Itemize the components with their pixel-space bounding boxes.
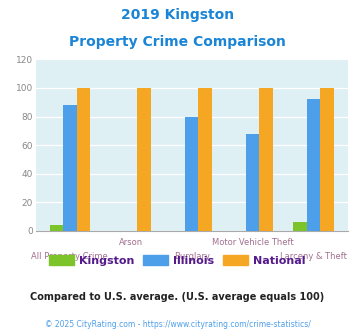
Bar [198,88,212,231]
Bar [185,116,198,231]
Bar [260,88,273,231]
Bar [246,134,260,231]
Bar [137,88,151,231]
Bar [320,88,334,231]
Text: Larceny & Theft: Larceny & Theft [280,251,347,261]
Bar [63,105,77,231]
Text: 2019 Kingston: 2019 Kingston [121,8,234,22]
Text: Motor Vehicle Theft: Motor Vehicle Theft [212,238,294,247]
Bar [50,225,63,231]
Legend: Kingston, Illinois, National: Kingston, Illinois, National [45,250,310,270]
Text: Compared to U.S. average. (U.S. average equals 100): Compared to U.S. average. (U.S. average … [31,292,324,302]
Text: Burglary: Burglary [174,251,210,261]
Text: Arson: Arson [119,238,143,247]
Bar [307,99,320,231]
Text: All Property Crime: All Property Crime [32,251,108,261]
Bar [77,88,90,231]
Bar [294,222,307,231]
Text: © 2025 CityRating.com - https://www.cityrating.com/crime-statistics/: © 2025 CityRating.com - https://www.city… [45,320,310,329]
Text: Property Crime Comparison: Property Crime Comparison [69,35,286,49]
